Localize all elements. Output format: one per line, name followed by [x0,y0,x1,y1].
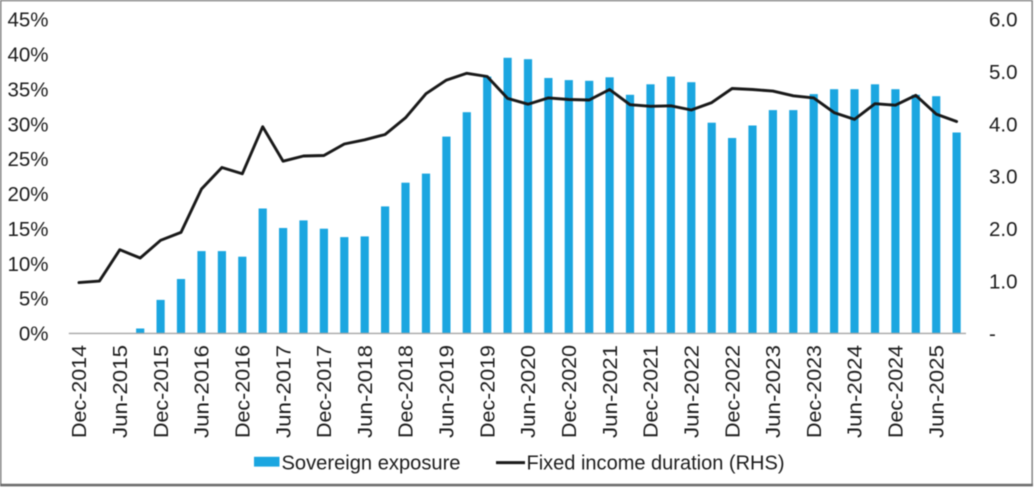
svg-text:Jun-2025: Jun-2025 [925,345,948,438]
svg-text:25%: 25% [7,148,48,171]
svg-text:Dec-2019: Dec-2019 [476,345,499,438]
svg-text:Jun-2016: Jun-2016 [191,345,214,438]
svg-text:40%: 40% [7,44,48,67]
svg-text:5.0: 5.0 [989,61,1018,84]
svg-text:10%: 10% [7,253,48,276]
svg-text:20%: 20% [7,183,48,206]
svg-text:Jun-2024: Jun-2024 [844,345,867,438]
svg-text:Jun-2019: Jun-2019 [436,345,459,438]
svg-text:4.0: 4.0 [989,113,1018,136]
svg-text:Dec-2024: Dec-2024 [885,345,908,438]
svg-text:Dec-2021: Dec-2021 [640,345,663,438]
svg-text:Jun-2020: Jun-2020 [517,345,540,438]
svg-text:-: - [989,323,996,346]
svg-text:Jun-2023: Jun-2023 [762,345,785,438]
svg-text:Dec-2014: Dec-2014 [68,345,91,438]
svg-text:Dec-2020: Dec-2020 [558,345,581,438]
svg-text:1.0: 1.0 [989,270,1018,293]
svg-text:30%: 30% [7,113,48,136]
svg-text:45%: 45% [7,9,48,32]
svg-text:Fixed income duration (RHS): Fixed income duration (RHS) [527,452,785,475]
svg-text:Dec-2017: Dec-2017 [313,345,336,438]
svg-text:6.0: 6.0 [989,9,1018,32]
svg-text:Jun-2018: Jun-2018 [354,345,377,438]
svg-text:Jun-2022: Jun-2022 [681,345,704,438]
svg-text:35%: 35% [7,78,48,101]
svg-text:2.0: 2.0 [989,218,1018,241]
svg-text:Dec-2018: Dec-2018 [395,345,418,438]
svg-text:15%: 15% [7,218,48,241]
svg-text:Jun-2017: Jun-2017 [272,345,295,438]
svg-text:Jun-2015: Jun-2015 [109,345,132,438]
svg-text:Dec-2015: Dec-2015 [150,345,173,438]
svg-text:0%: 0% [19,323,49,346]
svg-text:Jun-2021: Jun-2021 [599,345,622,438]
svg-text:3.0: 3.0 [989,166,1018,189]
svg-text:Dec-2023: Dec-2023 [803,345,826,438]
svg-text:5%: 5% [19,288,49,311]
svg-text:Sovereign exposure: Sovereign exposure [282,452,461,475]
svg-text:Dec-2016: Dec-2016 [232,345,255,438]
svg-text:Dec-2022: Dec-2022 [721,345,744,438]
